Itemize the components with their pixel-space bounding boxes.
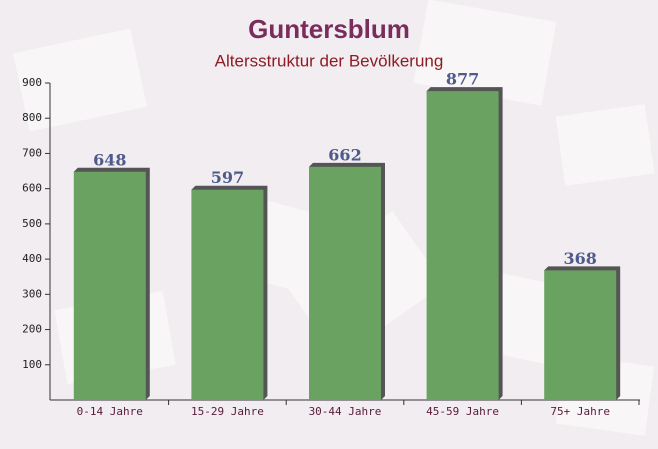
y-tick-label: 500	[22, 217, 42, 230]
chart-subtitle: Altersstruktur der Bevölkerung	[215, 51, 444, 70]
bar	[191, 189, 264, 400]
y-tick-label: 300	[22, 287, 42, 300]
bar	[309, 166, 381, 400]
bar	[544, 270, 617, 400]
y-tick-label: 600	[22, 182, 42, 195]
x-tick-label: 15-29 Jahre	[191, 405, 264, 418]
x-tick-label: 75+ Jahre	[550, 405, 610, 418]
value-label: 368	[563, 249, 596, 268]
y-tick-label: 700	[22, 146, 42, 159]
chart-title: Guntersblum	[248, 14, 410, 44]
y-tick-label: 400	[22, 252, 42, 265]
value-label: 648	[93, 150, 126, 169]
value-label: 597	[211, 168, 244, 187]
value-label: 662	[328, 145, 361, 164]
x-tick-label: 30-44 Jahre	[309, 405, 382, 418]
y-tick-label: 800	[22, 111, 42, 124]
value-label: 877	[446, 70, 479, 89]
bar	[73, 171, 146, 400]
x-tick-label: 45-59 Jahre	[426, 405, 499, 418]
bar	[426, 91, 499, 401]
y-tick-label: 200	[22, 323, 42, 336]
y-tick-label: 100	[22, 358, 42, 371]
y-tick-label: 900	[22, 76, 42, 89]
x-tick-label: 0-14 Jahre	[77, 405, 143, 418]
